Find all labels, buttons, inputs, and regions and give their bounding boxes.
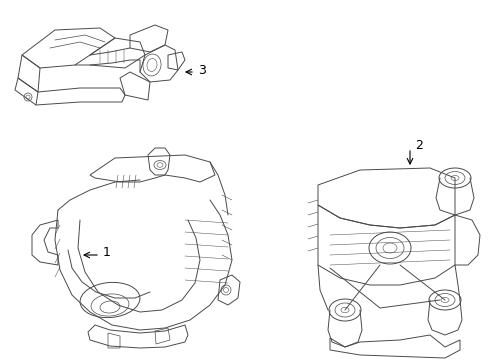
Text: 2: 2 bbox=[415, 139, 423, 152]
Text: 3: 3 bbox=[198, 63, 206, 77]
Text: 1: 1 bbox=[103, 247, 111, 260]
